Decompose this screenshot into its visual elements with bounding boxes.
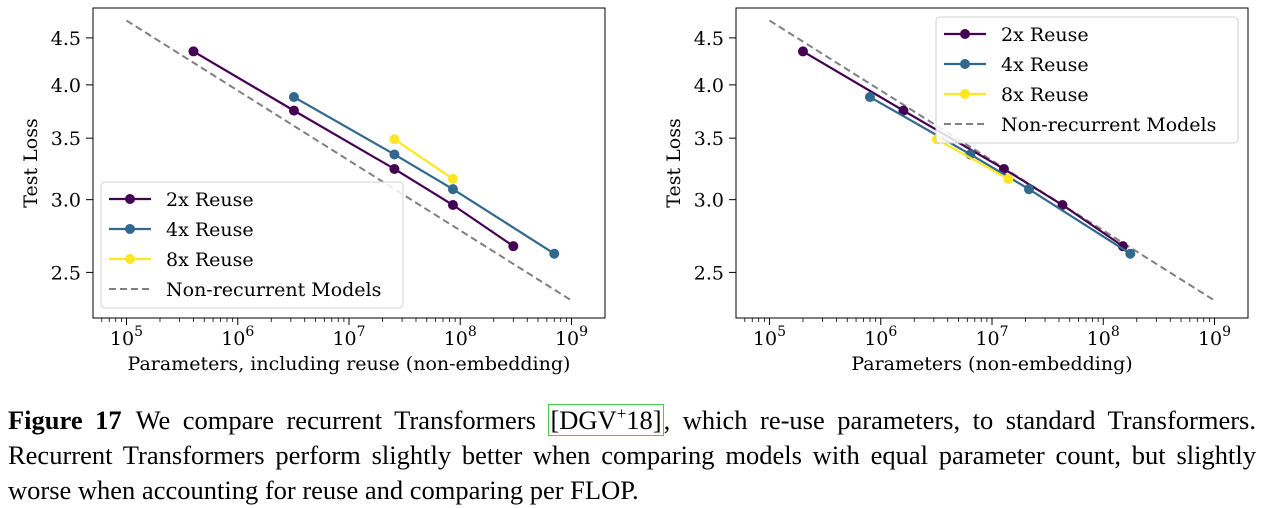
legend: 2x Reuse 4x Reuse 8x Reuse Non-recurrent Mo…: [100, 181, 404, 309]
legend-marker: [125, 224, 135, 234]
data-point-8x-reuse: [389, 134, 400, 145]
data-point-4x-reuse: [864, 92, 875, 103]
legend-marker: [125, 254, 135, 264]
legend-entry-8x-reuse: 8x Reuse: [109, 249, 254, 271]
legend-entry-2x-reuse: 2x Reuse: [109, 189, 254, 211]
legend-box: [935, 16, 1239, 144]
data-point-8x-reuse: [447, 173, 458, 184]
legend-marker: [125, 194, 135, 204]
citation-key: DGV: [559, 404, 617, 435]
series-4x-reuse: [864, 92, 1136, 259]
y-tick-label: 4.0: [694, 75, 724, 97]
x-tick-label: 108: [1087, 324, 1120, 350]
data-point-2x-reuse: [288, 105, 299, 116]
legend-marker: [960, 29, 970, 39]
legend-label: 8x Reuse: [1001, 84, 1089, 106]
data-point-2x-reuse: [447, 200, 458, 211]
y-axis-label: Test Loss: [20, 118, 42, 207]
series-4x-reuse: [288, 92, 560, 259]
x-tick-label: 108: [444, 324, 477, 350]
figure-caption: Figure 17 We compare recurrent Transforme…: [8, 396, 1256, 508]
x-tick-label: 109: [1198, 324, 1231, 350]
legend-box: [100, 181, 404, 309]
y-tick-label: 4.5: [694, 28, 724, 50]
legend-entry-2x-reuse: 2x Reuse: [944, 24, 1089, 46]
data-point-2x-reuse: [508, 241, 519, 252]
legend-entry-non-recurrent-models: Non-recurrent Models: [944, 114, 1216, 136]
y-tick-label: 3.5: [51, 128, 81, 150]
y-tick-label: 3.5: [694, 128, 724, 150]
series-8x-reuse: [389, 134, 458, 184]
figure-panels: 105 106 107 108 109 2.5 3.0 3.5 4.0 4.5 Parameters…: [20, 7, 1249, 375]
series-line-8x-reuse: [393, 138, 454, 180]
y-tick-label: 3.0: [51, 190, 81, 212]
caption-label: Figure 17: [8, 404, 122, 435]
legend-label: 8x Reuse: [166, 249, 254, 271]
data-point-2x-reuse: [998, 163, 1009, 174]
legend-entry-8x-reuse: 8x Reuse: [944, 84, 1089, 106]
x-axis-label: Parameters, including reuse (non-embeddi…: [128, 353, 571, 375]
legend-label: 2x Reuse: [166, 189, 254, 211]
chart-panel-1: 105 106 107 108 109 2.5 3.0 3.5 4.0 4.5 Parameters…: [20, 7, 606, 375]
citation-year: 18: [626, 404, 653, 435]
data-point-4x-reuse: [1125, 248, 1136, 259]
plot-frame: [92, 7, 606, 319]
series-line-4x-reuse: [869, 96, 1131, 255]
y-tick-label: 4.0: [51, 75, 81, 97]
legend-marker: [960, 59, 970, 69]
data-point-4x-reuse: [549, 248, 560, 259]
chart-panel-2: 105 106 107 108 109 2.5 3.0 3.5 4.0 4.5 Parameters…: [663, 7, 1249, 375]
legend-entry-4x-reuse: 4x Reuse: [944, 54, 1089, 76]
legend: 2x Reuse 4x Reuse 8x Reuse Non-recurrent Mo…: [935, 16, 1239, 144]
y-axis-label: Test Loss: [663, 118, 685, 207]
legend-entry-4x-reuse: 4x Reuse: [109, 219, 254, 241]
citation-link[interactable]: [DGV+18]: [548, 403, 664, 436]
legend-label: 2x Reuse: [1001, 24, 1089, 46]
data-point-4x-reuse: [389, 149, 400, 160]
x-tick-label: 107: [975, 324, 1008, 350]
x-tick-label: 105: [753, 324, 786, 350]
plot-frame: [735, 7, 1249, 319]
series-line-8x-reuse: [936, 138, 1009, 180]
legend-marker: [960, 89, 970, 99]
x-axis-label: Parameters (non-embedding): [851, 353, 1132, 375]
legend-label: Non-recurrent Models: [166, 279, 381, 301]
legend-label: 4x Reuse: [1001, 54, 1089, 76]
data-point-2x-reuse: [389, 163, 400, 174]
caption-text-after: , which re-use parameters, to standard T…: [8, 404, 1256, 505]
caption-text-before: We compare recurrent Transformers: [135, 404, 549, 435]
citation-sup: +: [616, 404, 627, 423]
data-point-4x-reuse: [1023, 184, 1034, 195]
series-line-4x-reuse: [293, 96, 555, 255]
legend-label: 4x Reuse: [166, 219, 254, 241]
data-point-2x-reuse: [898, 105, 909, 116]
y-tick-label: 2.5: [51, 262, 81, 284]
x-tick-label: 106: [864, 324, 897, 350]
y-tick-label: 4.5: [51, 28, 81, 50]
x-tick-label: 105: [110, 324, 143, 350]
legend-entry-non-recurrent-models: Non-recurrent Models: [109, 279, 381, 301]
data-point-8x-reuse: [1003, 173, 1014, 184]
data-point-2x-reuse: [797, 46, 808, 57]
y-tick-label: 2.5: [694, 262, 724, 284]
series-2x-reuse: [188, 46, 519, 252]
y-tick-label: 3.0: [694, 190, 724, 212]
x-tick-label: 106: [221, 324, 254, 350]
data-point-4x-reuse: [288, 92, 299, 103]
data-point-4x-reuse: [447, 184, 458, 195]
data-point-2x-reuse: [1057, 200, 1068, 211]
x-tick-label: 109: [555, 324, 588, 350]
x-tick-label: 107: [332, 324, 365, 350]
legend-label: Non-recurrent Models: [1001, 114, 1216, 136]
data-point-2x-reuse: [188, 46, 199, 57]
